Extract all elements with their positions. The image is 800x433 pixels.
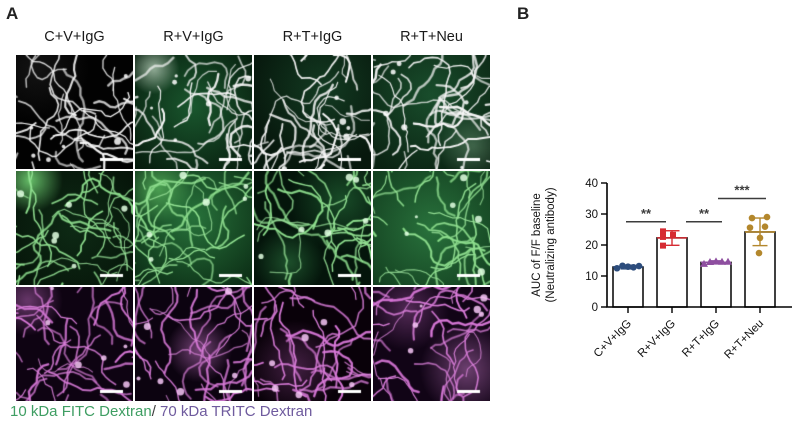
- micro-image-fitc-rtigg: [254, 171, 371, 285]
- data-point: [670, 231, 676, 238]
- y-tick-label: 40: [585, 178, 598, 190]
- data-point: [635, 262, 643, 270]
- micro-image-fitc-rvigg: [135, 171, 252, 285]
- data-point: [712, 257, 720, 265]
- data-point: [624, 263, 632, 271]
- bar-C+V+IgG: [612, 266, 644, 308]
- data-point: [755, 249, 763, 257]
- caption-tritc-label: 70 kDa TRITC Dextran: [155, 403, 313, 420]
- column-header-rvigg: R+V+IgG: [163, 29, 224, 45]
- caption-fitc-label: 10 kDa FITC Dextran: [10, 403, 152, 420]
- data-point: [630, 264, 637, 271]
- microscopy-grid: [16, 55, 490, 401]
- x-tick-label-C+V+IgG: C+V+IgG: [592, 318, 634, 360]
- caption-slash: /: [151, 403, 156, 420]
- significance-stars: ***: [734, 183, 750, 198]
- color-key-caption: 10 kDa FITC Dextran/ 70 kDa TRITC Dextra…: [10, 403, 312, 420]
- significance-stars: **: [641, 206, 652, 221]
- y-tick-label: 20: [585, 240, 598, 252]
- significance-stars: **: [699, 206, 710, 221]
- micro-image-tritc-rtneu: [373, 287, 490, 401]
- column-header-rtneu: R+T+Neu: [400, 29, 463, 45]
- x-tick-label-R+T+IgG: R+T+IgG: [680, 318, 722, 360]
- data-point: [660, 228, 666, 235]
- y-axis-label-line1: AUC of F/F baseline: [531, 193, 543, 297]
- micro-image-merge-rvigg: [135, 55, 252, 169]
- data-point: [761, 223, 769, 231]
- panel-a-label: A: [6, 4, 19, 23]
- data-point: [706, 258, 714, 266]
- bar-R+T+IgG: [700, 261, 732, 308]
- bar-chart-panel: ** ** *** 0 10 20 30 40 C+V+IgG R+V+IgG R+T+IgG R+T…: [510, 0, 800, 428]
- micro-image-tritc-rtigg: [254, 287, 371, 401]
- data-point: [746, 224, 754, 231]
- micro-image-tritc-rvigg: [135, 287, 252, 401]
- bar-R+V+IgG: [656, 237, 688, 308]
- data-point: [724, 257, 732, 265]
- data-point: [763, 213, 771, 221]
- column-header-cvigg: C+V+IgG: [44, 29, 105, 45]
- panel-b-label: B: [517, 4, 530, 23]
- y-axis-label-line2: (Neutralizing antibody): [545, 187, 557, 302]
- data-point: [748, 214, 756, 222]
- data-point: [718, 257, 726, 265]
- micro-image-fitc-cvigg: [16, 171, 133, 285]
- column-headers: C+V+IgG R+V+IgG R+T+IgG R+T+Neu: [16, 29, 490, 51]
- y-tick-label: 0: [592, 302, 598, 314]
- x-tick-label-R+T+Neu: R+T+Neu: [722, 318, 766, 362]
- data-point: [660, 233, 666, 240]
- data-point: [613, 264, 621, 272]
- micro-image-merge-rtigg: [254, 55, 371, 169]
- x-tick-label-R+V+IgG: R+V+IgG: [636, 318, 678, 360]
- data-point: [619, 262, 626, 270]
- data-point: [756, 234, 764, 242]
- data-point: [660, 242, 666, 249]
- micro-image-fitc-rtneu: [373, 171, 490, 285]
- micro-image-merge-rtneu: [373, 55, 490, 169]
- column-header-rtigg: R+T+IgG: [282, 29, 343, 45]
- y-tick-label: 30: [585, 209, 598, 221]
- data-point: [700, 259, 708, 267]
- micro-image-tritc-cvigg: [16, 287, 133, 401]
- y-tick-label: 10: [585, 271, 598, 283]
- micro-image-merge-cvigg: [16, 55, 133, 169]
